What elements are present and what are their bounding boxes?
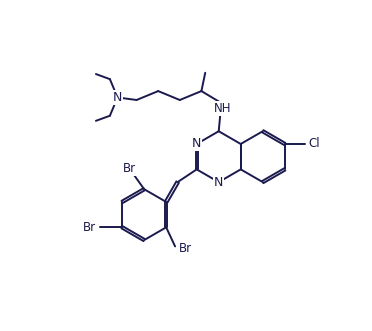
Text: Br: Br — [123, 162, 136, 175]
Text: N: N — [214, 175, 224, 189]
Text: NH: NH — [214, 102, 231, 116]
Text: Br: Br — [179, 242, 192, 255]
Text: Cl: Cl — [309, 137, 320, 151]
Text: Br: Br — [83, 221, 96, 234]
Text: N: N — [113, 91, 122, 104]
Text: N: N — [192, 137, 201, 151]
